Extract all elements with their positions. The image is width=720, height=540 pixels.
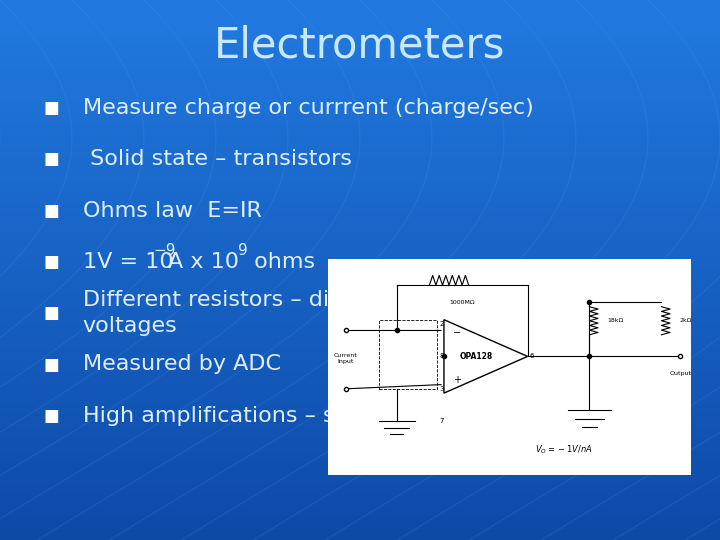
Text: 7: 7 — [439, 418, 444, 424]
Text: 1V = 10: 1V = 10 — [83, 252, 174, 272]
Text: 9: 9 — [238, 242, 248, 258]
Text: A x 10: A x 10 — [168, 252, 239, 272]
Text: 1000MΩ: 1000MΩ — [449, 300, 475, 305]
Text: Output: Output — [670, 371, 691, 376]
Text: ■: ■ — [43, 355, 59, 374]
Text: 8: 8 — [439, 353, 444, 360]
Bar — [379, 320, 436, 389]
Text: 3: 3 — [439, 386, 444, 392]
Text: ohms: ohms — [247, 252, 315, 272]
Text: Measure charge or currrent (charge/sec): Measure charge or currrent (charge/sec) — [83, 98, 534, 118]
Text: Different resistors – different currents - similar
voltages: Different resistors – different currents… — [83, 291, 600, 336]
Text: ■: ■ — [43, 201, 59, 220]
Text: Ohms law  E=IR: Ohms law E=IR — [83, 200, 261, 221]
Text: ■: ■ — [43, 150, 59, 168]
Text: Current
Input: Current Input — [334, 353, 358, 364]
Text: 18kΩ: 18kΩ — [608, 318, 624, 323]
Text: OPA128: OPA128 — [460, 352, 493, 361]
Text: −: − — [453, 328, 462, 338]
Text: 6: 6 — [529, 353, 534, 360]
Text: Electrometers: Electrometers — [215, 25, 505, 67]
Text: 2: 2 — [440, 321, 444, 327]
Bar — [328, 259, 691, 475]
Text: ■: ■ — [43, 99, 59, 117]
Text: +: + — [453, 375, 461, 385]
Text: Solid state – transistors: Solid state – transistors — [83, 149, 352, 170]
Text: ■: ■ — [43, 304, 59, 322]
Polygon shape — [444, 320, 528, 393]
Text: −9: −9 — [153, 242, 176, 258]
Text: ■: ■ — [43, 407, 59, 425]
Text: Measured by ADC: Measured by ADC — [83, 354, 281, 375]
Text: ■: ■ — [43, 253, 59, 271]
Text: 2kΩ: 2kΩ — [680, 318, 692, 323]
Text: $V_O = -1V/nA$: $V_O = -1V/nA$ — [535, 443, 593, 456]
Text: High amplifications – shielded: High amplifications – shielded — [83, 406, 417, 426]
